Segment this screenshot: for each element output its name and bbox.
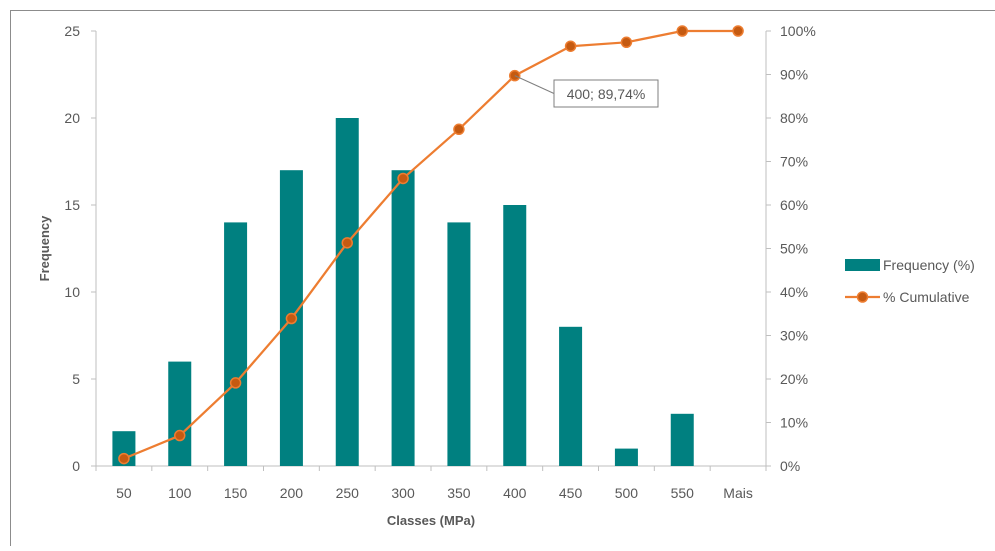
- frequency-bar: [670, 413, 694, 466]
- y-axis-right-tick-label: 50%: [780, 241, 808, 257]
- y-axis-left-tick-label: 15: [64, 197, 80, 213]
- y-axis-right-tick-label: 30%: [780, 328, 808, 344]
- y-axis-right-tick-label: 10%: [780, 415, 808, 431]
- legend-bar-swatch: [845, 259, 880, 271]
- cumulative-point: [676, 25, 688, 37]
- y-axis-right-tick-label: 20%: [780, 371, 808, 387]
- legend-label: Frequency (%): [883, 257, 975, 273]
- y-axis-left-tick-label: 20: [64, 110, 80, 126]
- cumulative-point: [285, 312, 298, 325]
- annotations: 400; 89,74%: [514, 75, 659, 108]
- x-axis-tick-label: 100: [168, 485, 192, 501]
- chart-frame: [10, 10, 995, 546]
- x-axis-tick-label: 400: [503, 485, 527, 501]
- x-axis-tick-label: 500: [615, 485, 639, 501]
- legend-line-marker: [856, 291, 869, 303]
- annotation-leader: [514, 75, 555, 94]
- x-axis-tick-label: 350: [447, 485, 471, 501]
- y-axis-right-tick-label: 0%: [780, 458, 800, 474]
- y-axis-title: Frequency: [37, 215, 52, 282]
- cumulative-point: [564, 40, 577, 52]
- y-axis-left-tick-label: 0: [72, 458, 80, 474]
- cumulative-point: [397, 172, 409, 185]
- x-axis-tick-label: Mais: [723, 485, 753, 501]
- x-axis-tick-label: 50: [116, 485, 132, 501]
- cumulative-point: [732, 25, 744, 37]
- x-axis-tick-label: 300: [391, 485, 415, 501]
- y-axis-right-tick-label: 70%: [780, 154, 808, 170]
- frequency-bar: [224, 222, 248, 466]
- annotation-label: 400; 89,74%: [567, 86, 646, 102]
- annotation-box: [553, 79, 659, 108]
- y-axis-right-tick-label: 60%: [780, 197, 808, 213]
- y-axis-left-tick-label: 5: [72, 371, 80, 387]
- frequency-bar: [168, 361, 192, 466]
- x-axis-title: Classes (MPa): [387, 513, 475, 528]
- x-axis-tick-label: 200: [280, 485, 304, 501]
- x-axis-tick-label: 450: [559, 485, 583, 501]
- cumulative-point: [620, 36, 633, 49]
- cumulative-point: [453, 123, 465, 136]
- frequency-bars: [112, 118, 694, 466]
- cumulative-point: [118, 452, 130, 465]
- x-axis-tick-label: 550: [671, 485, 695, 501]
- x-axis-tick-label: 250: [336, 485, 360, 501]
- cumulative-line: [118, 25, 744, 465]
- y-axis-right-tick-label: 90%: [780, 67, 808, 83]
- y-axis-left-tick-label: 25: [64, 23, 80, 39]
- cumulative-point: [341, 237, 353, 249]
- y-axis-left-tick-label: 10: [64, 284, 80, 300]
- axes: 0 5 10 15 20 25 0% 10% 20% 30% 40% 50% 60% 70% 80% 90% 1…: [37, 23, 816, 528]
- x-axis-tick-label: 150: [224, 485, 248, 501]
- frequency-bar: [447, 222, 471, 466]
- y-axis-right-tick-label: 40%: [780, 284, 808, 300]
- legend: Frequency (%) % Cumulative: [845, 257, 975, 305]
- frequency-bar: [614, 448, 638, 466]
- frequency-bar: [559, 326, 583, 466]
- legend-label: % Cumulative: [883, 289, 970, 305]
- frequency-bar: [391, 170, 415, 466]
- cumulative-line-path: [123, 29, 739, 460]
- cumulative-point: [174, 429, 186, 442]
- y-axis-right-tick-label: 100%: [780, 23, 816, 39]
- y-axis-right-tick-label: 80%: [780, 110, 808, 126]
- cumulative-point: [229, 377, 242, 389]
- frequency-bar: [335, 118, 359, 466]
- frequency-bar: [503, 205, 527, 466]
